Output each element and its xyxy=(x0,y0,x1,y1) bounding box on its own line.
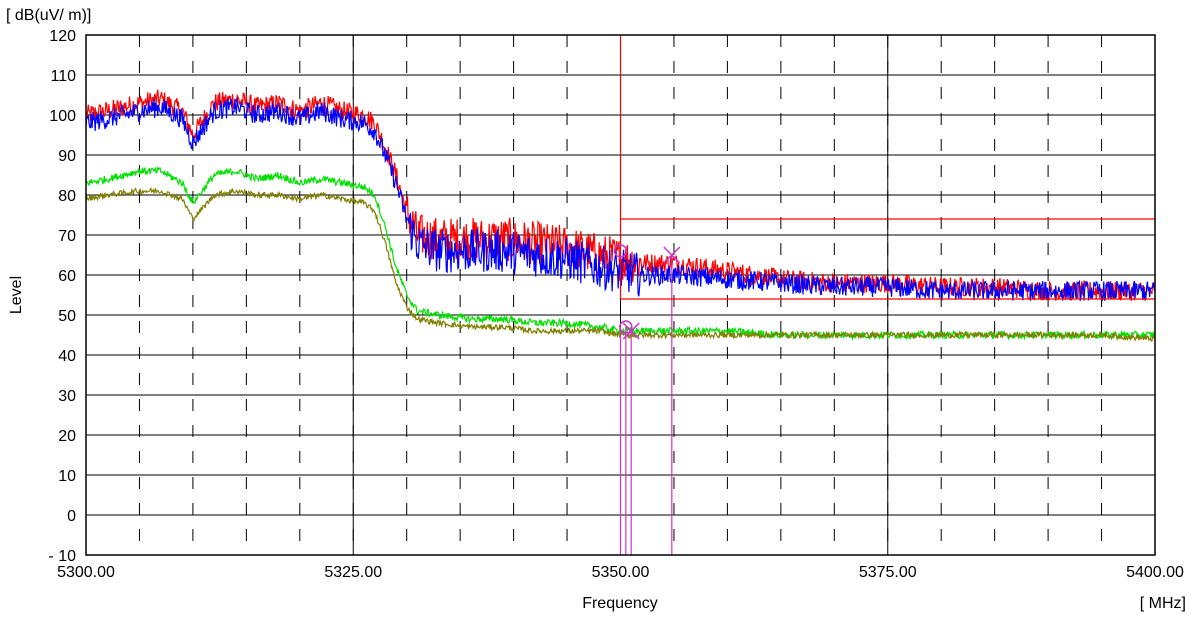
y-axis-title: Level xyxy=(8,276,25,314)
y-tick-label: 0 xyxy=(67,508,76,525)
x-tick-label: 5375.00 xyxy=(859,564,917,581)
marker-cross xyxy=(663,246,681,264)
overlay-group xyxy=(613,35,1155,555)
y-axis-unit-label: [ dB(uV/ m)] xyxy=(6,7,91,24)
x-tick-label: 5325.00 xyxy=(324,564,382,581)
x-tick-label: 5350.00 xyxy=(592,564,650,581)
y-tick-label: 80 xyxy=(58,188,76,205)
marker-circle xyxy=(613,244,628,258)
y-tick-label: 40 xyxy=(58,348,76,365)
marker-cross xyxy=(622,322,640,340)
y-tick-label: 120 xyxy=(49,28,76,45)
x-axis-ticks: 5300.00 5325.00 5350.00 5375.00 5400.00 xyxy=(57,564,1184,581)
x-axis-title: Frequency xyxy=(582,595,658,612)
plot-frame xyxy=(85,34,1156,556)
y-tick-label: 50 xyxy=(58,308,76,325)
y-tick-label: 100 xyxy=(49,108,76,125)
x-tick-label: 5300.00 xyxy=(57,564,115,581)
x-axis-unit-label: [ MHz] xyxy=(1140,595,1186,612)
y-tick-label: 110 xyxy=(50,68,76,85)
y-tick-label: - 10 xyxy=(48,548,76,565)
y-tick-label: 60 xyxy=(58,268,76,285)
plot-area xyxy=(85,35,1156,555)
y-tick-label: 70 xyxy=(58,228,76,245)
y-tick-label: 90 xyxy=(58,148,76,165)
marker-circle xyxy=(619,320,633,334)
y-tick-label: 30 xyxy=(58,388,76,405)
y-tick-label: 20 xyxy=(58,428,76,445)
y-tick-label: 10 xyxy=(58,468,76,485)
x-tick-label: 5400.00 xyxy=(1126,564,1184,581)
